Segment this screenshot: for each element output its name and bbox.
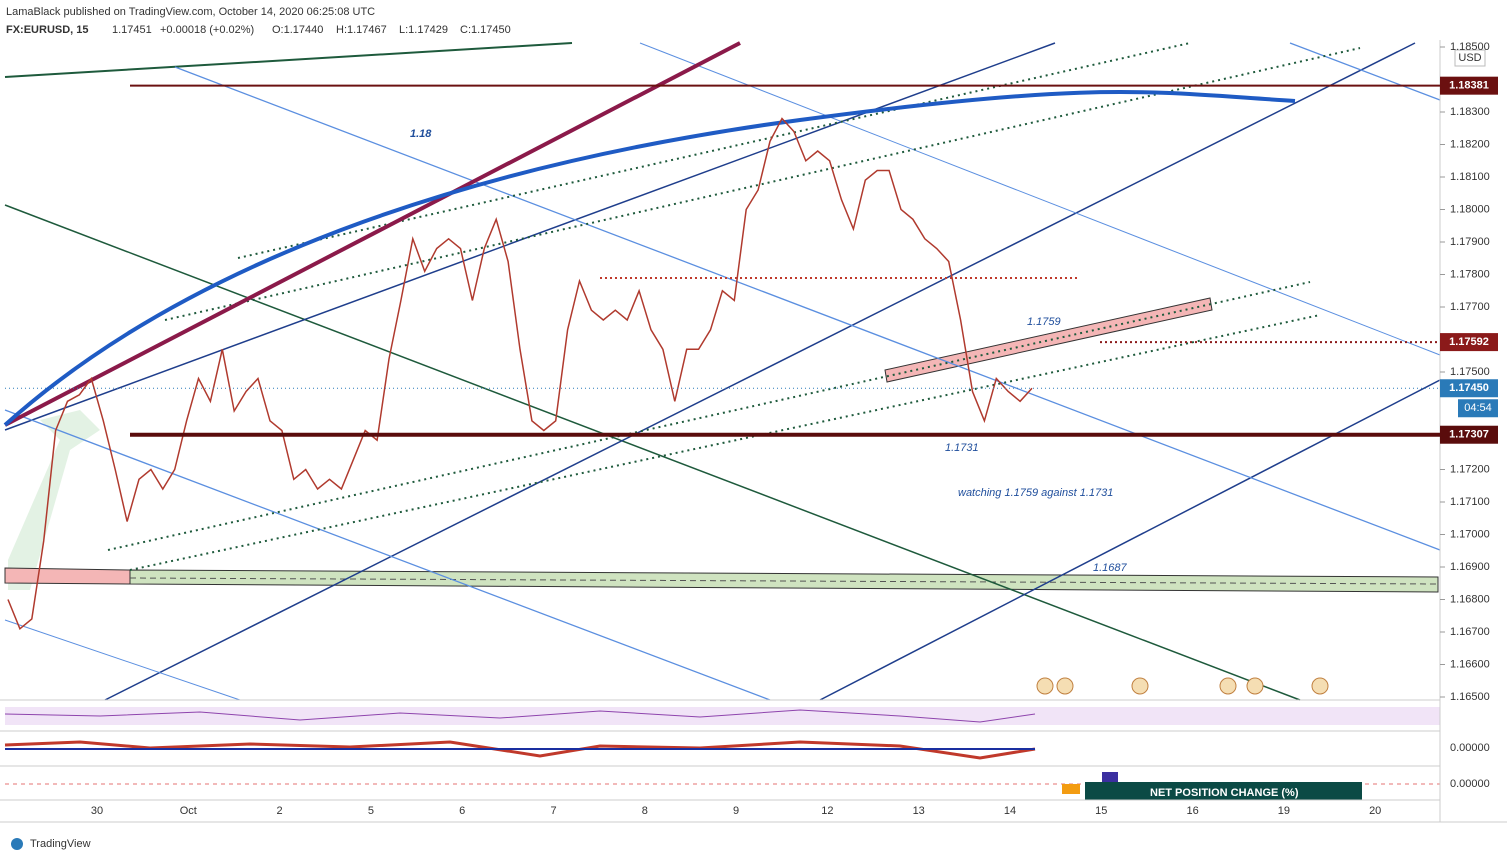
currency-box — [1454, 49, 1486, 67]
price-badge — [1440, 76, 1498, 95]
trendline — [4, 42, 573, 78]
annotation: 1.1759 — [1027, 316, 1061, 328]
arrow — [8, 410, 100, 590]
zone-mid — [129, 577, 1439, 585]
trendline — [174, 66, 1441, 551]
y-tick-label: 1.17100 — [1450, 496, 1490, 508]
dotted-line — [129, 314, 1321, 571]
events — [1036, 677, 1329, 695]
x-tick-label: 7 — [550, 805, 556, 817]
y-tick-label: 1.17900 — [1450, 236, 1490, 248]
x-tick-label: 6 — [459, 805, 465, 817]
y-tick-label: 1.18300 — [1450, 106, 1490, 118]
event-icon — [1131, 677, 1149, 695]
x-tick-label: 30 — [91, 805, 103, 817]
y-tick-label: 1.17200 — [1450, 463, 1490, 475]
trendline — [104, 42, 1416, 701]
change: +0.00018 (+0.02%) — [160, 24, 254, 36]
bar — [1102, 772, 1118, 784]
last: 1.17451 — [112, 24, 152, 36]
drawings — [3, 41, 1441, 701]
indicator-label: 0.00000 — [1450, 778, 1490, 790]
y-tick-label: 1.17700 — [1450, 301, 1490, 313]
event-icon — [1036, 677, 1054, 695]
currency: USD — [1458, 52, 1481, 64]
arc — [3, 90, 1296, 427]
countdown: 04:54 — [1464, 402, 1492, 414]
y-tick-label: 1.17000 — [1450, 528, 1490, 540]
price-badge-label: 1.17307 — [1449, 429, 1489, 441]
trendline — [4, 204, 1301, 701]
y-tick-label: 1.18000 — [1450, 203, 1490, 215]
high: H:1.17467 — [336, 24, 387, 36]
x-tick-label: 16 — [1186, 805, 1198, 817]
net-position-banner — [1085, 782, 1362, 800]
open: O:1.17440 — [272, 24, 323, 36]
x-tick-label: 14 — [1004, 805, 1016, 817]
net-position: NET POSITION CHANGE (%) — [1150, 787, 1299, 799]
trendline — [4, 42, 1056, 431]
rsi-line — [4, 709, 1036, 723]
brand: TradingView — [30, 838, 91, 850]
x-tick-label: 9 — [733, 805, 739, 817]
indicator-label: 0.00000 — [1450, 742, 1490, 754]
price-badge-label: 1.17450 — [1449, 382, 1489, 394]
y-tick-label: 1.16600 — [1450, 658, 1490, 670]
price-badge — [1440, 379, 1498, 398]
rsi-band — [5, 707, 1440, 725]
trendline — [4, 41, 741, 427]
price-line — [7, 117, 1033, 631]
x-tick-label: 13 — [913, 805, 925, 817]
publisher: LamaBlack published on TradingView.com, … — [6, 6, 375, 18]
y-tick-label: 1.16800 — [1450, 593, 1490, 605]
x-tick-label: 12 — [821, 805, 833, 817]
y-tick-label: 1.17500 — [1450, 366, 1490, 378]
event-icon — [1219, 677, 1237, 695]
close: C:1.17450 — [460, 24, 511, 36]
y-tick-label: 1.16500 — [1450, 691, 1490, 703]
dotted-line — [107, 281, 1311, 551]
x-tick-label: 5 — [368, 805, 374, 817]
bar — [1062, 784, 1080, 794]
annotation: 1.1687 — [1093, 562, 1128, 574]
brand-logo — [11, 838, 23, 850]
symbol: FX:EURUSD, 15 — [6, 24, 89, 36]
low: L:1.17429 — [399, 24, 448, 36]
event-icon — [1056, 677, 1074, 695]
trendline — [639, 42, 1441, 356]
x-tick-label: 19 — [1278, 805, 1290, 817]
annotation: 1.18 — [410, 128, 432, 140]
annotation: watching 1.1759 against 1.1731 — [958, 487, 1113, 499]
x-tick-label: 20 — [1369, 805, 1381, 817]
trendline — [4, 619, 241, 701]
price-badge — [1440, 425, 1498, 444]
event-icon — [1246, 677, 1264, 695]
x-tick-label: 2 — [277, 805, 283, 817]
annotation: 1.1731 — [945, 442, 979, 454]
zone — [4, 567, 131, 585]
x-tick-label: 15 — [1095, 805, 1107, 817]
y-tick-label: 1.16700 — [1450, 626, 1490, 638]
event-icon — [1311, 677, 1329, 695]
x-tick-label: 8 — [642, 805, 648, 817]
y-tick-label: 1.18100 — [1450, 171, 1490, 183]
y-tick-label: 1.18200 — [1450, 138, 1490, 150]
trendline — [1289, 42, 1441, 101]
y-tick-label: 1.18500 — [1450, 41, 1490, 53]
trendline — [4, 409, 771, 701]
price-badge-label: 1.17592 — [1449, 336, 1489, 348]
countdown-badge — [1458, 399, 1498, 418]
y-tick-label: 1.17800 — [1450, 268, 1490, 280]
price-badge-label: 1.18381 — [1449, 80, 1489, 92]
price-badge — [1440, 333, 1498, 352]
x-tick-label: Oct — [180, 805, 197, 817]
y-tick-label: 1.16900 — [1450, 561, 1490, 573]
